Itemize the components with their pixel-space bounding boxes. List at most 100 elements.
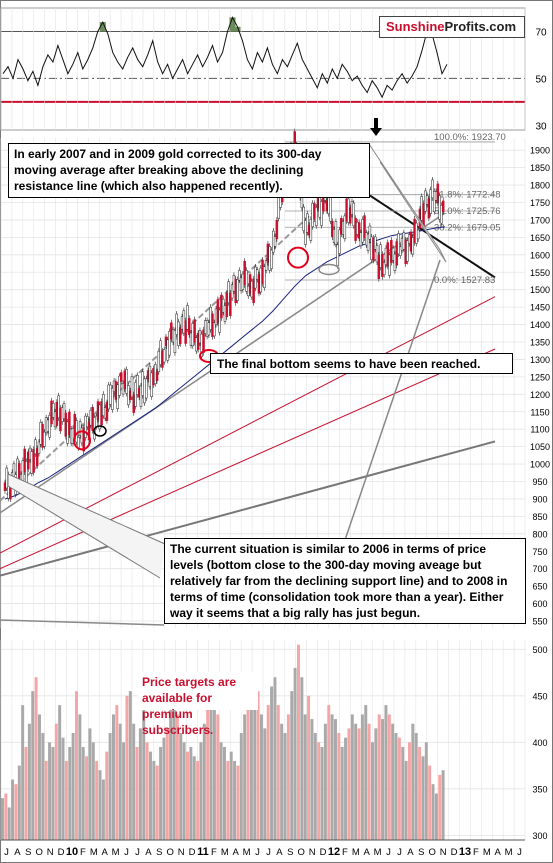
volume-bar: [394, 733, 398, 840]
volume-bar: [256, 691, 260, 840]
red-circle-2009: [73, 430, 91, 451]
price-candle: [193, 319, 196, 343]
x-tick-label: O: [429, 847, 436, 858]
volume-bar: [334, 719, 337, 840]
volume-bar: [108, 733, 112, 840]
price-candle: [125, 369, 128, 394]
volume-bar: [246, 700, 250, 840]
x-tick-label: A: [233, 847, 240, 858]
volume-bar: [421, 756, 425, 840]
volume-bar: [4, 793, 8, 840]
price-candle: [168, 331, 171, 356]
volume-bar: [243, 714, 247, 840]
volume-bar: [310, 719, 314, 840]
price-tick-label: 1650: [530, 233, 550, 243]
rsi-overbought-fill: [99, 22, 106, 32]
volume-bar: [216, 714, 220, 840]
volume-bar: [68, 746, 72, 840]
volume-bar: [41, 733, 45, 840]
x-tick-label: 11: [197, 846, 209, 858]
price-tick-label: 800: [532, 529, 547, 539]
volume-bar: [233, 760, 237, 840]
volume-bar: [347, 728, 351, 840]
price-tick-label: 1000: [530, 460, 550, 470]
price-candle: [179, 327, 182, 345]
price-candle: [343, 215, 347, 239]
volume-bar: [172, 705, 176, 840]
price-candle: [363, 215, 366, 239]
volume-bar: [397, 737, 401, 840]
price-candle: [252, 278, 255, 303]
volume-bar: [297, 644, 300, 840]
price-candle: [238, 270, 241, 281]
x-tick-label: N: [309, 847, 316, 858]
x-tick-label: S: [287, 847, 293, 858]
volume-bar: [360, 714, 364, 840]
volume-bar: [434, 793, 438, 840]
volume-bar: [1, 798, 4, 840]
volume-bar: [81, 746, 85, 840]
volume-bar: [344, 737, 348, 840]
price-candle: [366, 233, 370, 251]
price-tick-label: 1350: [530, 338, 550, 348]
volume-bar: [51, 746, 55, 840]
gray-oval-2012: [318, 263, 340, 276]
price-candle: [386, 242, 390, 267]
volume-bar: [313, 733, 317, 840]
price-candle: [406, 240, 409, 262]
logo-brand-a: Sunshine: [386, 19, 445, 34]
volume-bar: [350, 714, 354, 840]
annotation-price-targets: Price targets are available for premium …: [138, 672, 258, 737]
price-candle: [48, 414, 51, 438]
price-candle: [34, 439, 37, 455]
volume-bar: [303, 714, 307, 840]
volume-tick-label: 350: [532, 784, 547, 794]
price-candle: [236, 279, 239, 301]
volume-bar: [229, 751, 233, 840]
volume-bar: [276, 705, 280, 840]
volume-bar: [85, 756, 89, 840]
volume-bar: [263, 728, 267, 840]
price-candle: [264, 260, 268, 271]
volume-bar: [175, 714, 179, 840]
price-tick-label: 1700: [530, 215, 550, 225]
volume-bar: [132, 723, 136, 840]
volume-tick-label: 300: [532, 831, 547, 841]
x-tick-label: D: [320, 847, 327, 858]
price-tick-label: 1750: [530, 198, 550, 208]
price-tick-label: 550: [532, 617, 547, 627]
volume-bar: [112, 714, 115, 840]
x-tick-label: A: [495, 847, 502, 858]
price-candle: [331, 220, 334, 238]
price-candle: [245, 270, 248, 292]
price-candle: [263, 266, 266, 288]
x-tick-label: J: [124, 847, 129, 858]
price-candle: [336, 244, 339, 267]
price-tick-label: 700: [532, 564, 547, 574]
x-tick-label: J: [135, 847, 140, 858]
x-tick-label: M: [374, 847, 382, 858]
up-arrow-icon: [370, 118, 382, 136]
price-tick-label: 1550: [530, 268, 550, 278]
x-tick-label: A: [145, 847, 152, 858]
price-candle: [116, 384, 119, 410]
price-candle: [348, 207, 352, 224]
price-candle: [397, 233, 400, 255]
volume-bar: [91, 742, 95, 840]
x-tick-label: M: [90, 847, 98, 858]
volume-bar: [323, 723, 327, 840]
price-candle: [382, 262, 386, 275]
price-tick-label: 1300: [530, 355, 550, 365]
fib-label: 100.0%: 1923.70: [434, 132, 506, 143]
fib-label: 0.0%: 1527.83: [434, 275, 495, 286]
sunshine-profits-logo[interactable]: SunshineProfits.com: [379, 16, 525, 38]
price-candle: [314, 206, 318, 227]
volume-bar: [260, 714, 263, 840]
price-candle: [43, 431, 46, 447]
volume-bar: [327, 705, 331, 840]
price-candle: [436, 183, 440, 204]
volume-bar: [122, 742, 126, 840]
price-candle: [302, 206, 305, 231]
x-tick-label: F: [80, 847, 86, 858]
